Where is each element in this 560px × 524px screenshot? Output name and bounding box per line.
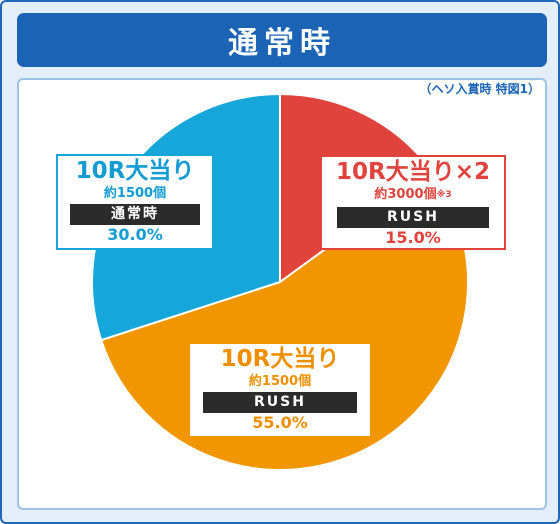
- slice-label-title: 10R大当り: [220, 346, 340, 372]
- slice-label-payout: 約1500個: [103, 186, 167, 201]
- slice-label-mode: 通常時: [70, 204, 200, 225]
- slice-label-mode: RUSH: [337, 207, 489, 228]
- slice-label-percent: 15.0%: [385, 228, 441, 247]
- slice-label-rush-double: 10R大当り×2 約3000個※3 RUSH 15.0%: [320, 155, 506, 250]
- slice-label-rush: 10R大当り 約1500個 RUSH 55.0%: [190, 344, 370, 436]
- slice-label-title: 10R大当り×2: [336, 159, 490, 185]
- slice-label-percent: 55.0%: [252, 413, 308, 432]
- slice-label-title: 10R大当り: [75, 158, 195, 184]
- page-title: 通常時: [228, 26, 336, 61]
- slice-label-normal: 10R大当り 約1500個 通常時 30.0%: [56, 154, 214, 250]
- slice-label-percent: 30.0%: [107, 225, 163, 244]
- condition-note: （ヘソ入賞時 特図1）: [419, 82, 540, 96]
- slice-label-mode: RUSH: [203, 392, 357, 413]
- header-bar: 通常時: [17, 13, 547, 67]
- footnote-mark: ※3: [436, 190, 452, 200]
- slice-label-payout: 約1500個: [248, 374, 312, 389]
- slice-label-payout: 約3000個※3: [374, 187, 452, 202]
